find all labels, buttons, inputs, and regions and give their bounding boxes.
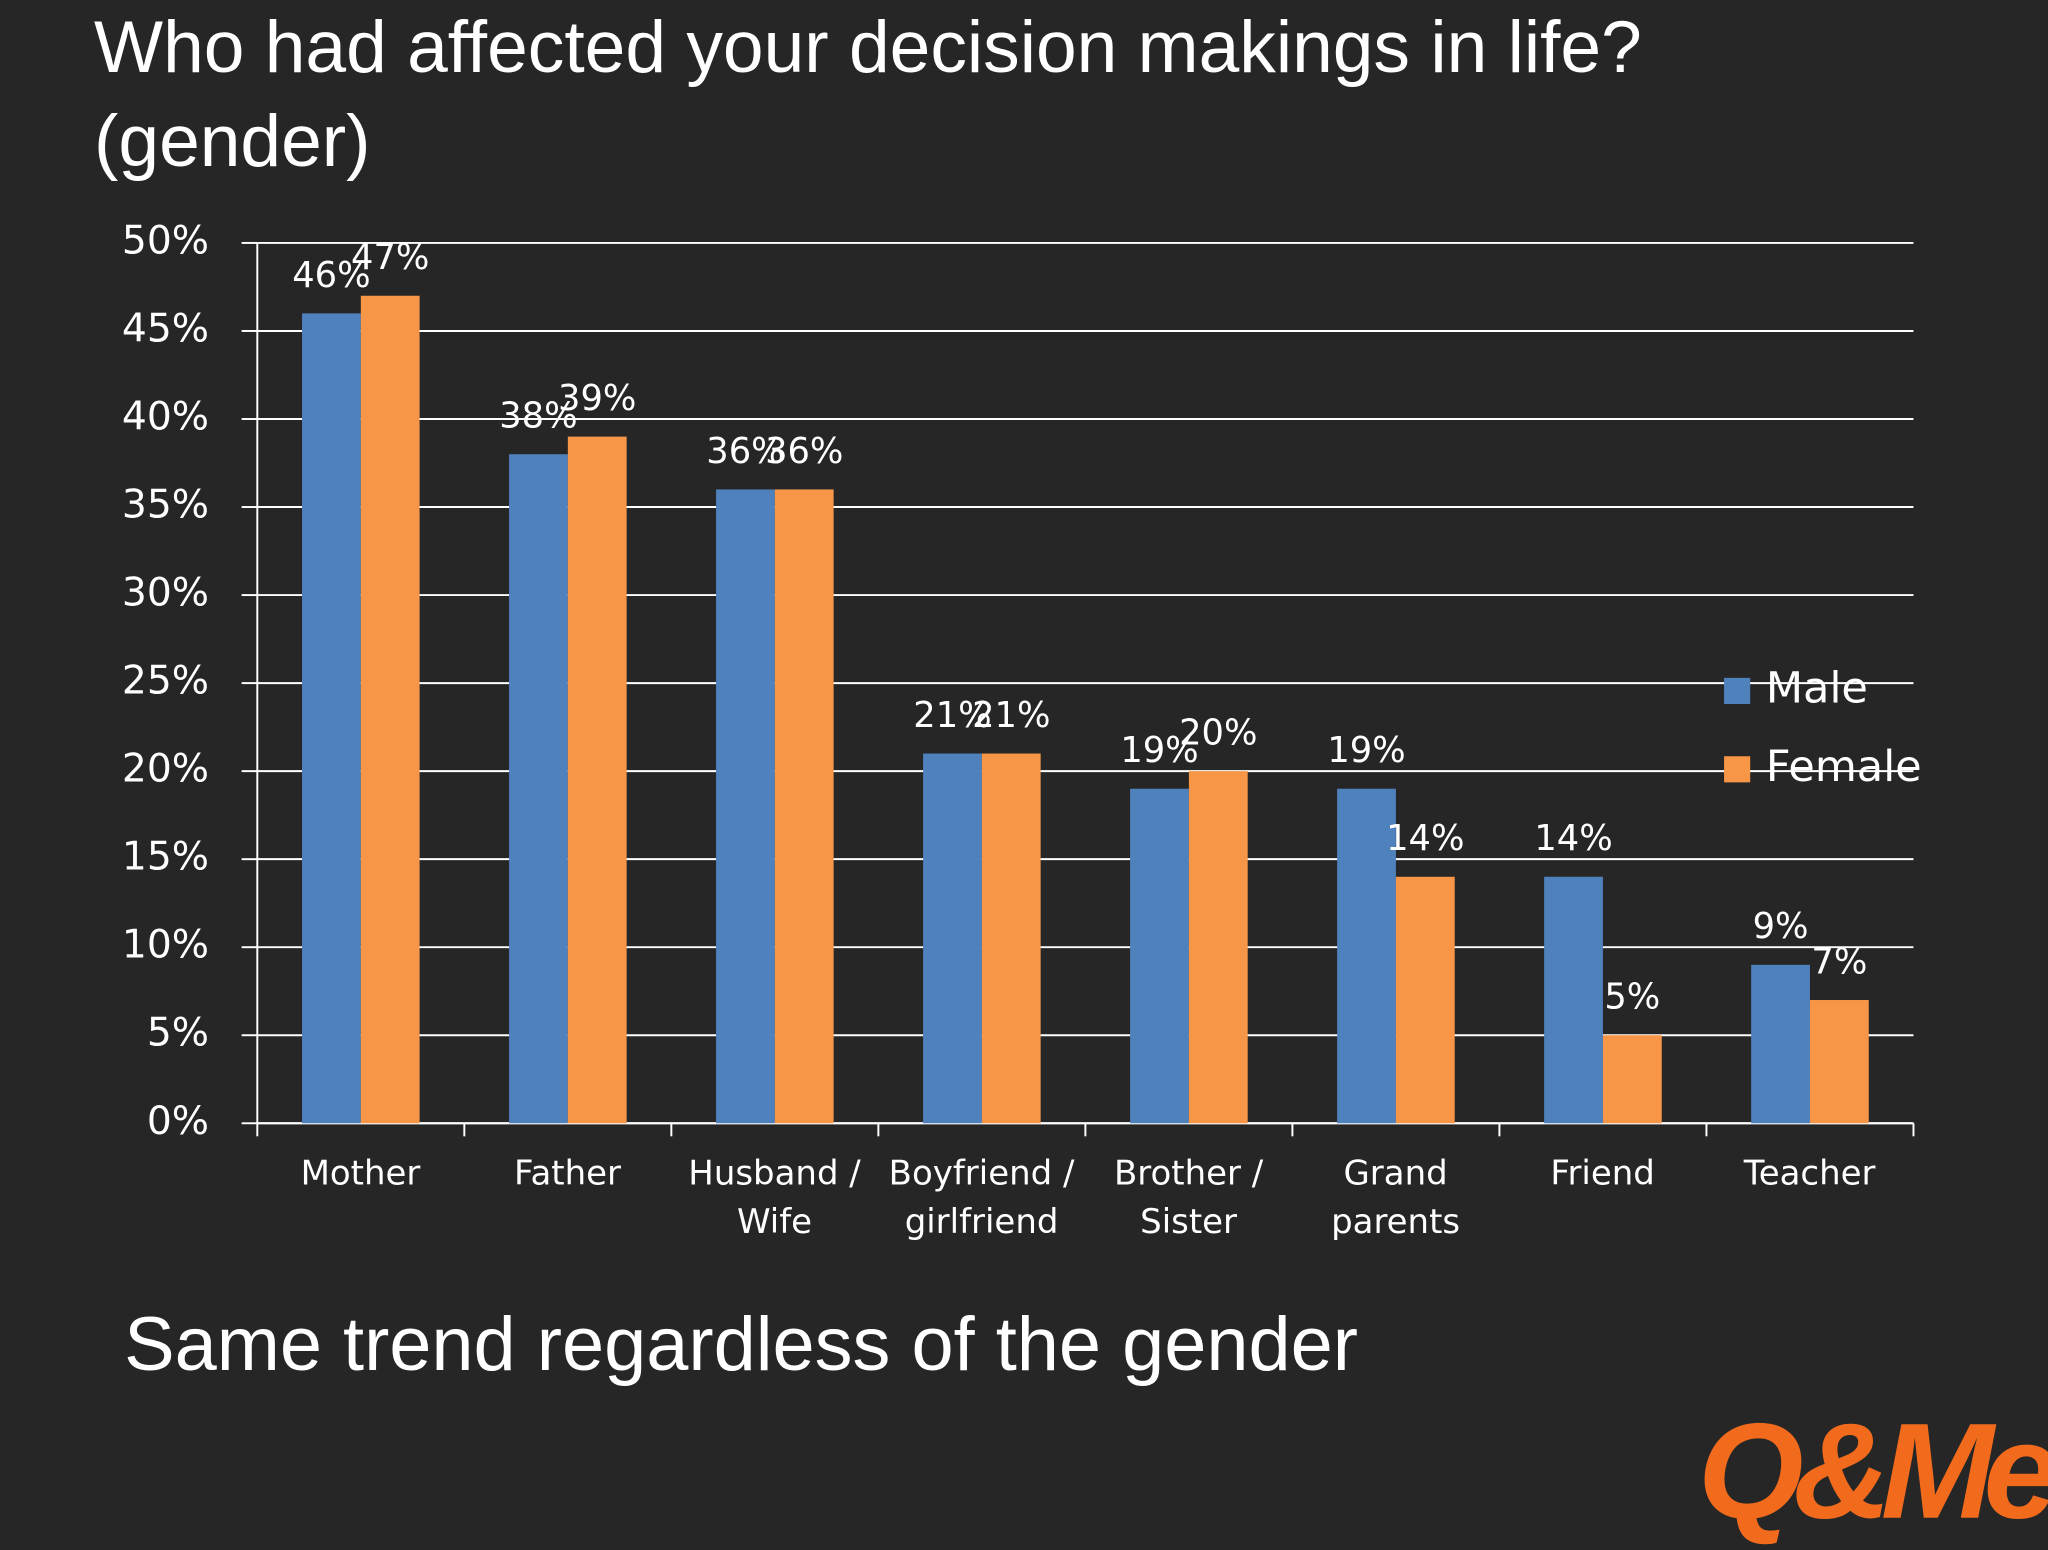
value-label: 14%: [1534, 818, 1612, 859]
value-label: 21%: [913, 695, 991, 736]
x-tick-label: Brother / Sister: [1113, 1154, 1264, 1243]
chart-title: Who had affected your decision makings i…: [94, 5, 1642, 182]
y-tick-label: 30%: [122, 571, 209, 616]
bar: [1337, 788, 1396, 1124]
bar: [1751, 964, 1810, 1124]
value-label: 20%: [1179, 713, 1257, 754]
x-tick-label: Husband / Wife: [688, 1154, 861, 1243]
bar: [360, 295, 420, 1124]
bar: [981, 753, 1041, 1124]
y-tick-label: 35%: [122, 483, 209, 528]
x-tick-label: Father: [514, 1154, 621, 1194]
legend-label: Male: [1766, 663, 1868, 713]
y-tick-label: 20%: [122, 747, 209, 792]
x-tick-label: Friend: [1550, 1154, 1655, 1194]
value-label: 19%: [1327, 730, 1405, 771]
value-label: 38%: [499, 396, 577, 437]
y-tick-label: 40%: [122, 395, 209, 440]
bar: [1188, 771, 1248, 1124]
bar: [1809, 1000, 1869, 1124]
value-label: 39%: [558, 378, 636, 419]
logo: Q&Me: [1697, 1396, 2048, 1548]
value-label: 5%: [1604, 977, 1660, 1018]
y-tick-label: 25%: [122, 659, 209, 704]
bar: [567, 436, 627, 1124]
bar: [923, 753, 982, 1124]
bar: [1544, 876, 1603, 1124]
bar: [774, 489, 834, 1124]
x-tick-label: Mother: [300, 1154, 421, 1194]
bar: [716, 489, 775, 1124]
y-tick-label: 45%: [122, 306, 209, 351]
y-tick-label: 5%: [147, 1011, 209, 1056]
bar: [1130, 788, 1189, 1124]
legend-label: Female: [1766, 742, 1922, 792]
legend-swatch: [1724, 756, 1751, 783]
x-tick-label: Teacher: [1743, 1154, 1876, 1194]
bar: [1395, 876, 1455, 1124]
legend-swatch: [1724, 677, 1751, 704]
value-label: 21%: [972, 695, 1050, 736]
bar: [509, 454, 568, 1124]
value-label: 36%: [706, 431, 784, 472]
value-label: 9%: [1753, 906, 1809, 947]
value-label: 46%: [292, 255, 370, 296]
value-label: 19%: [1120, 730, 1198, 771]
y-tick-label: 0%: [147, 1099, 209, 1144]
bar: [1602, 1035, 1662, 1124]
value-label: 47%: [351, 237, 429, 278]
bar: [302, 313, 361, 1124]
y-tick-label: 10%: [122, 923, 209, 968]
y-tick-label: 15%: [122, 835, 209, 880]
value-label: 7%: [1811, 941, 1867, 982]
x-tick-label: Boyfriend / girlfriend: [888, 1154, 1075, 1243]
value-label: 36%: [765, 431, 843, 472]
x-tick-label: Grand parents: [1331, 1154, 1461, 1243]
subtitle: Same trend regardless of the gender: [124, 1302, 1358, 1388]
y-tick-label: 50%: [122, 218, 209, 263]
value-label: 14%: [1386, 818, 1464, 859]
